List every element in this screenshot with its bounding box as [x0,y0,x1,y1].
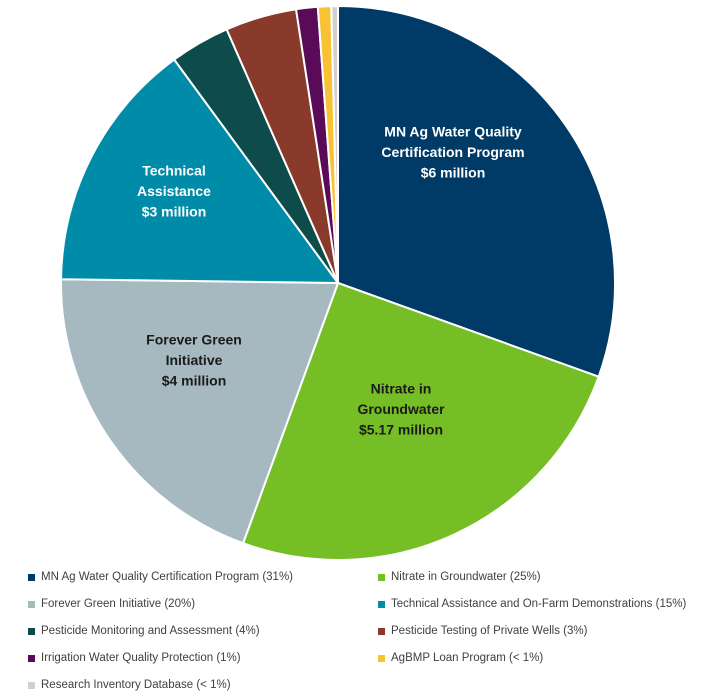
legend-swatch-1 [378,573,385,581]
pie-slice-1 [241,281,600,561]
pie-chart-svg: MN Ag Water Quality Certification Program… [60,4,616,561]
chart-legend: MN Ag Water Quality Certification Progra… [0,565,708,698]
legend-item-5: Pesticide Testing of Private Wells (3%) [378,625,587,637]
legend-item-2: Forever Green Initiative (20%) [28,598,195,610]
legend-label-5: Pesticide Testing of Private Wells (3%) [391,625,588,637]
legend-label-6: Irrigation Water Quality Protection (1%) [41,652,241,664]
slice-label-3: Technical Assistance $3 million [137,163,211,220]
pie-chart: MN Ag Water Quality Certification Program… [60,4,616,561]
legend-item-3: Technical Assistance and On-Farm Demonst… [378,598,686,610]
legend-swatch-4 [28,627,35,635]
pie-slice-3 [60,58,340,285]
legend-swatch-0 [28,573,35,581]
slice-label-1: Nitrate in Groundwater $5.17 million [357,381,445,438]
legend-label-4: Pesticide Monitoring and Assessment (4%) [41,625,260,637]
legend-item-1: Nitrate in Groundwater (25%) [378,571,541,583]
legend-label-2: Forever Green Initiative (20%) [41,598,196,610]
legend-swatch-6 [28,654,35,662]
legend-label-7: AgBMP Loan Program (< 1%) [391,652,544,664]
legend-item-6: Irrigation Water Quality Protection (1%) [28,652,241,664]
pie-slice-0 [337,4,616,379]
legend-label-1: Nitrate in Groundwater (25%) [391,571,541,583]
slice-label-0: MN Ag Water Quality Certification Program… [381,124,524,181]
slice-label-2: Forever Green Initiative $4 million [146,332,242,389]
legend-label-3: Technical Assistance and On-Farm Demonst… [391,598,687,610]
legend-label-0: MN Ag Water Quality Certification Progra… [41,571,294,583]
legend-item-0: MN Ag Water Quality Certification Progra… [28,571,293,583]
pie-slice-8 [330,4,339,284]
legend-swatch-2 [28,600,35,608]
legend-item-7: AgBMP Loan Program (< 1%) [378,652,543,664]
legend-swatch-3 [378,600,385,608]
legend-swatch-5 [378,627,385,635]
pie-slice-2 [60,278,340,545]
legend-item-8: Research Inventory Database (< 1%) [28,679,231,691]
legend-item-4: Pesticide Monitoring and Assessment (4%) [28,625,260,637]
legend-swatch-8 [28,681,35,689]
legend-label-8: Research Inventory Database (< 1%) [41,679,231,691]
legend-swatch-7 [378,654,385,662]
